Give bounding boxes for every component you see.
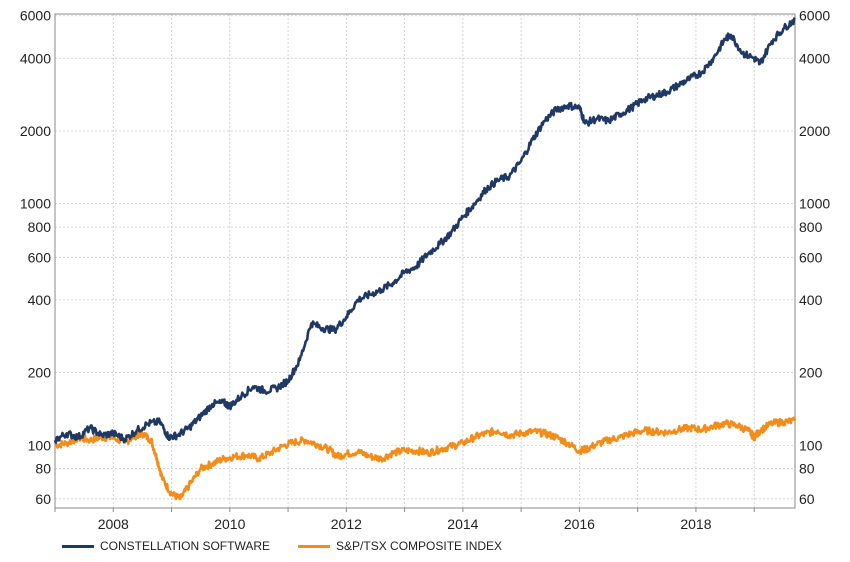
y-tick-label-right: 80	[799, 461, 815, 477]
legend-swatch-constellation	[62, 544, 94, 548]
legend: CONSTELLATION SOFTWARE S&P/TSX COMPOSITE…	[62, 539, 530, 553]
legend-item-constellation: CONSTELLATION SOFTWARE	[62, 539, 270, 553]
y-tick-label-right: 6000	[799, 8, 830, 24]
y-tick-label-left: 400	[28, 292, 52, 308]
y-tick-label-left: 4000	[20, 50, 51, 66]
y-tick-label-right: 800	[799, 219, 823, 235]
grid	[54, 14, 795, 512]
y-tick-label-right: 2000	[799, 123, 830, 139]
y-tick-label-left: 80	[35, 461, 51, 477]
x-tick-label: 2008	[98, 516, 129, 532]
y-tick-label-left: 200	[28, 365, 52, 381]
x-tick-label: 2014	[447, 516, 478, 532]
x-tick-label: 2018	[680, 516, 711, 532]
legend-swatch-tsx	[298, 544, 331, 548]
y-tick-label-left: 1000	[20, 196, 51, 212]
series-layer	[53, 17, 797, 501]
series-line-constellation	[53, 17, 796, 444]
y-tick-label-right: 60	[799, 491, 815, 507]
y-tick-label-right: 4000	[799, 50, 830, 66]
y-tick-label-right: 200	[799, 365, 823, 381]
y-tick-label-left: 6000	[20, 8, 51, 24]
y-tick-label-left: 60	[35, 491, 51, 507]
x-tick-label: 2010	[214, 516, 245, 532]
left-y-tick-labels: 60 80 100 200 400 600 800 1000 2000 4000 6000	[20, 8, 51, 507]
plot-frame	[54, 13, 796, 509]
y-tick-label-left: 2000	[20, 123, 51, 139]
legend-label-constellation: CONSTELLATION SOFTWARE	[100, 539, 271, 553]
y-tick-label-right: 600	[799, 249, 823, 265]
legend-item-tsx: S&P/TSX COMPOSITE INDEX	[298, 539, 502, 553]
y-tick-label-left: 100	[28, 437, 52, 453]
y-tick-label-left: 600	[28, 249, 52, 265]
legend-label-tsx: S&P/TSX COMPOSITE INDEX	[336, 539, 503, 553]
y-tick-label-right: 1000	[799, 196, 830, 212]
y-tick-label-right: 400	[799, 292, 823, 308]
y-tick-label-left: 800	[28, 219, 52, 235]
y-tick-label-right: 100	[799, 437, 823, 453]
x-tick-label: 2012	[331, 516, 362, 532]
right-y-tick-labels: 60 80 100 200 400 600 800 1000 2000 4000 6000	[799, 8, 830, 507]
x-tick-label: 2016	[564, 516, 595, 532]
x-tick-labels: 2008 2010 2012 2014 2016 2018	[98, 516, 712, 532]
series-line-tsx	[54, 416, 797, 501]
